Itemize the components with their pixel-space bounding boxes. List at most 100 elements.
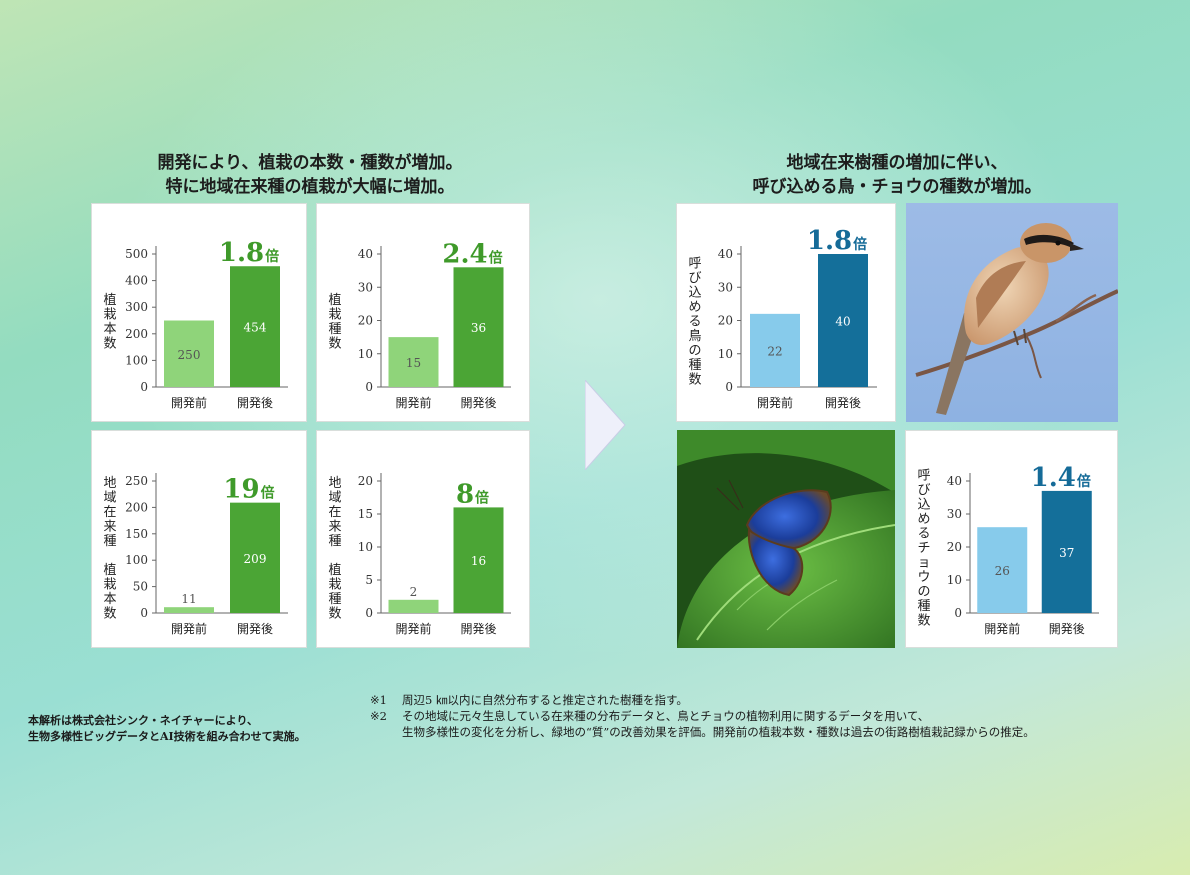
footnote-1-text: 周辺5 ㎞以内に自然分布すると推定された樹種を指す。 [402,693,688,707]
bar-after [1041,490,1092,613]
category-label: 開発前 [757,395,793,410]
y-axis-label-char: 来 [328,519,341,534]
y-axis-label-char: 栽 [103,576,116,592]
y-axis-label-char: 数 [688,373,701,388]
y-axis-label-char: め [688,300,701,315]
category-label: 開発前 [984,621,1020,636]
y-tick-label: 0 [365,380,373,394]
y-axis-label-char: ウ [917,570,930,585]
y-tick-label: 300 [125,300,148,314]
footnotes: ※1 周辺5 ㎞以内に自然分布すると推定された樹種を指す。 ※2 その地域に元々… [370,692,1170,740]
bar-chart: 0 100 200 300 400 500 植栽本数 250 開発前 454 開発後 1.8倍 [103,238,288,410]
footnote-2-continued: 生物多様性の変化を分析し、緑地の“質”の改善効果を評価。開発前の植栽本数・種数は… [370,724,1170,740]
y-axis-label-char: び [917,483,930,498]
y-axis-label-char: 込 [688,286,701,301]
chart-card-bird-species: 0 10 20 30 40 呼び込める鳥の種数 22 開発前 40 開発後 1.8倍 [676,203,896,422]
y-axis-label-char: 数 [103,336,116,351]
y-axis-label-char: 地 [103,476,116,491]
bar-value-label: 26 [995,564,1010,578]
y-axis-label-char: 栽 [328,576,341,592]
y-tick-label: 400 [125,274,148,288]
bar-value-label: 15 [406,356,421,370]
bar-before [750,313,800,387]
ratio-label: 2.4倍 [442,239,502,269]
y-tick-label: 500 [125,247,148,261]
credit-line2: 生物多様性ビッグデータとAI技術を組み合わせて実施。 [28,730,306,743]
y-axis-label-char: チ [917,541,930,556]
bar-before [388,599,439,613]
y-tick-label: 10 [947,573,962,587]
credit-line1: 本解析は株式会社シンク・ネイチャーにより、 [28,714,259,727]
y-axis-label-char: 域 [328,490,341,505]
y-axis-label-char: 植 [103,563,116,578]
y-tick-label: 20 [358,474,373,488]
y-tick-label: 20 [718,314,733,328]
y-axis-label-char: る [688,315,701,330]
left-heading-line2: 特に地域在来種の植栽が大幅に増加。 [165,177,455,197]
y-tick-label: 250 [125,474,148,488]
y-tick-label: 40 [718,247,733,261]
y-axis-label-char: 栽 [328,306,341,322]
y-axis-label-char: の [688,344,701,359]
y-tick-label: 0 [140,606,148,620]
footnote-2-line1: その地域に元々生息している在来種の分布データと、鳥とチョウの植物利用に関するデー… [402,709,930,723]
y-tick-label: 40 [358,247,373,261]
y-tick-label: 40 [947,474,962,488]
left-heading: 開発により、植栽の本数・種数が増加。 特に地域在来種の植栽が大幅に増加。 [90,151,530,199]
y-axis-label-char: 地 [328,476,341,491]
y-tick-label: 20 [358,314,373,328]
bar-after [230,266,280,387]
y-axis-label: 植栽本数 [103,293,116,352]
category-label: 開発後 [237,622,273,636]
y-axis-label-char: 込 [917,498,930,513]
category-label: 開発後 [460,396,496,410]
ratio-label: 1.8倍 [807,226,867,256]
y-tick-label: 5 [365,573,373,587]
y-tick-label: 10 [358,540,373,554]
ratio-label: 1.8倍 [219,238,279,268]
category-label: 開発前 [171,395,207,410]
y-tick-label: 50 [133,580,148,594]
footnote-2-mark: ※2 [370,709,387,723]
bar-value-label: 454 [244,321,267,335]
footnote-2: ※2 その地域に元々生息している在来種の分布データと、鳥とチョウの植物利用に関す… [370,708,1170,724]
y-tick-label: 100 [125,553,148,567]
y-axis-label-char: 数 [328,336,341,351]
y-tick-label: 150 [125,527,148,541]
y-axis-label-char: 種 [328,321,341,337]
y-axis-label-char: ョ [917,556,930,571]
bar-before [164,607,214,613]
y-tick-label: 200 [125,500,148,514]
y-axis-label-char: 本 [103,592,116,607]
bar-value-label: 11 [181,592,196,606]
y-tick-label: 0 [365,606,373,620]
chart-card-native-species: 0 5 10 15 20 地域在来種植栽種数 2 開発前 16 開発後 8倍 [316,430,530,648]
bar-after [453,507,504,613]
y-axis-label-char: 鳥 [688,329,701,344]
footnote-2-line2: 生物多様性の変化を分析し、緑地の“質”の改善効果を評価。開発前の植栽本数・種数は… [402,725,1035,739]
bar-value-label: 37 [1059,546,1074,560]
bar-before [977,527,1028,613]
y-axis-label-char: 呼 [688,257,701,272]
y-axis-label-char: 数 [103,606,116,621]
category-label: 開発後 [460,622,496,636]
y-tick-label: 30 [947,507,962,521]
y-axis-label-char: 来 [103,519,116,534]
ratio-label: 1.4倍 [1031,463,1091,493]
y-axis-label-char: の [917,585,930,600]
arrow-right-icon [585,380,626,470]
y-axis-label-char: 呼 [917,469,930,484]
y-tick-label: 15 [358,507,373,521]
y-tick-label: 0 [954,606,962,620]
bar-before [388,337,439,387]
bar-value-label: 36 [471,321,486,335]
chart-card-planting-count: 0 100 200 300 400 500 植栽本数 250 開発前 454 開発後 1.8倍 [91,203,307,422]
right-heading: 地域在来樹種の増加に伴い、 呼び込める鳥・チョウの種数が増加。 [676,151,1118,199]
y-tick-label: 20 [947,540,962,554]
right-heading-line2: 呼び込める鳥・チョウの種数が増加。 [752,177,1042,197]
y-axis-label-char: 種 [917,598,930,614]
ratio-label: 8倍 [456,479,489,509]
